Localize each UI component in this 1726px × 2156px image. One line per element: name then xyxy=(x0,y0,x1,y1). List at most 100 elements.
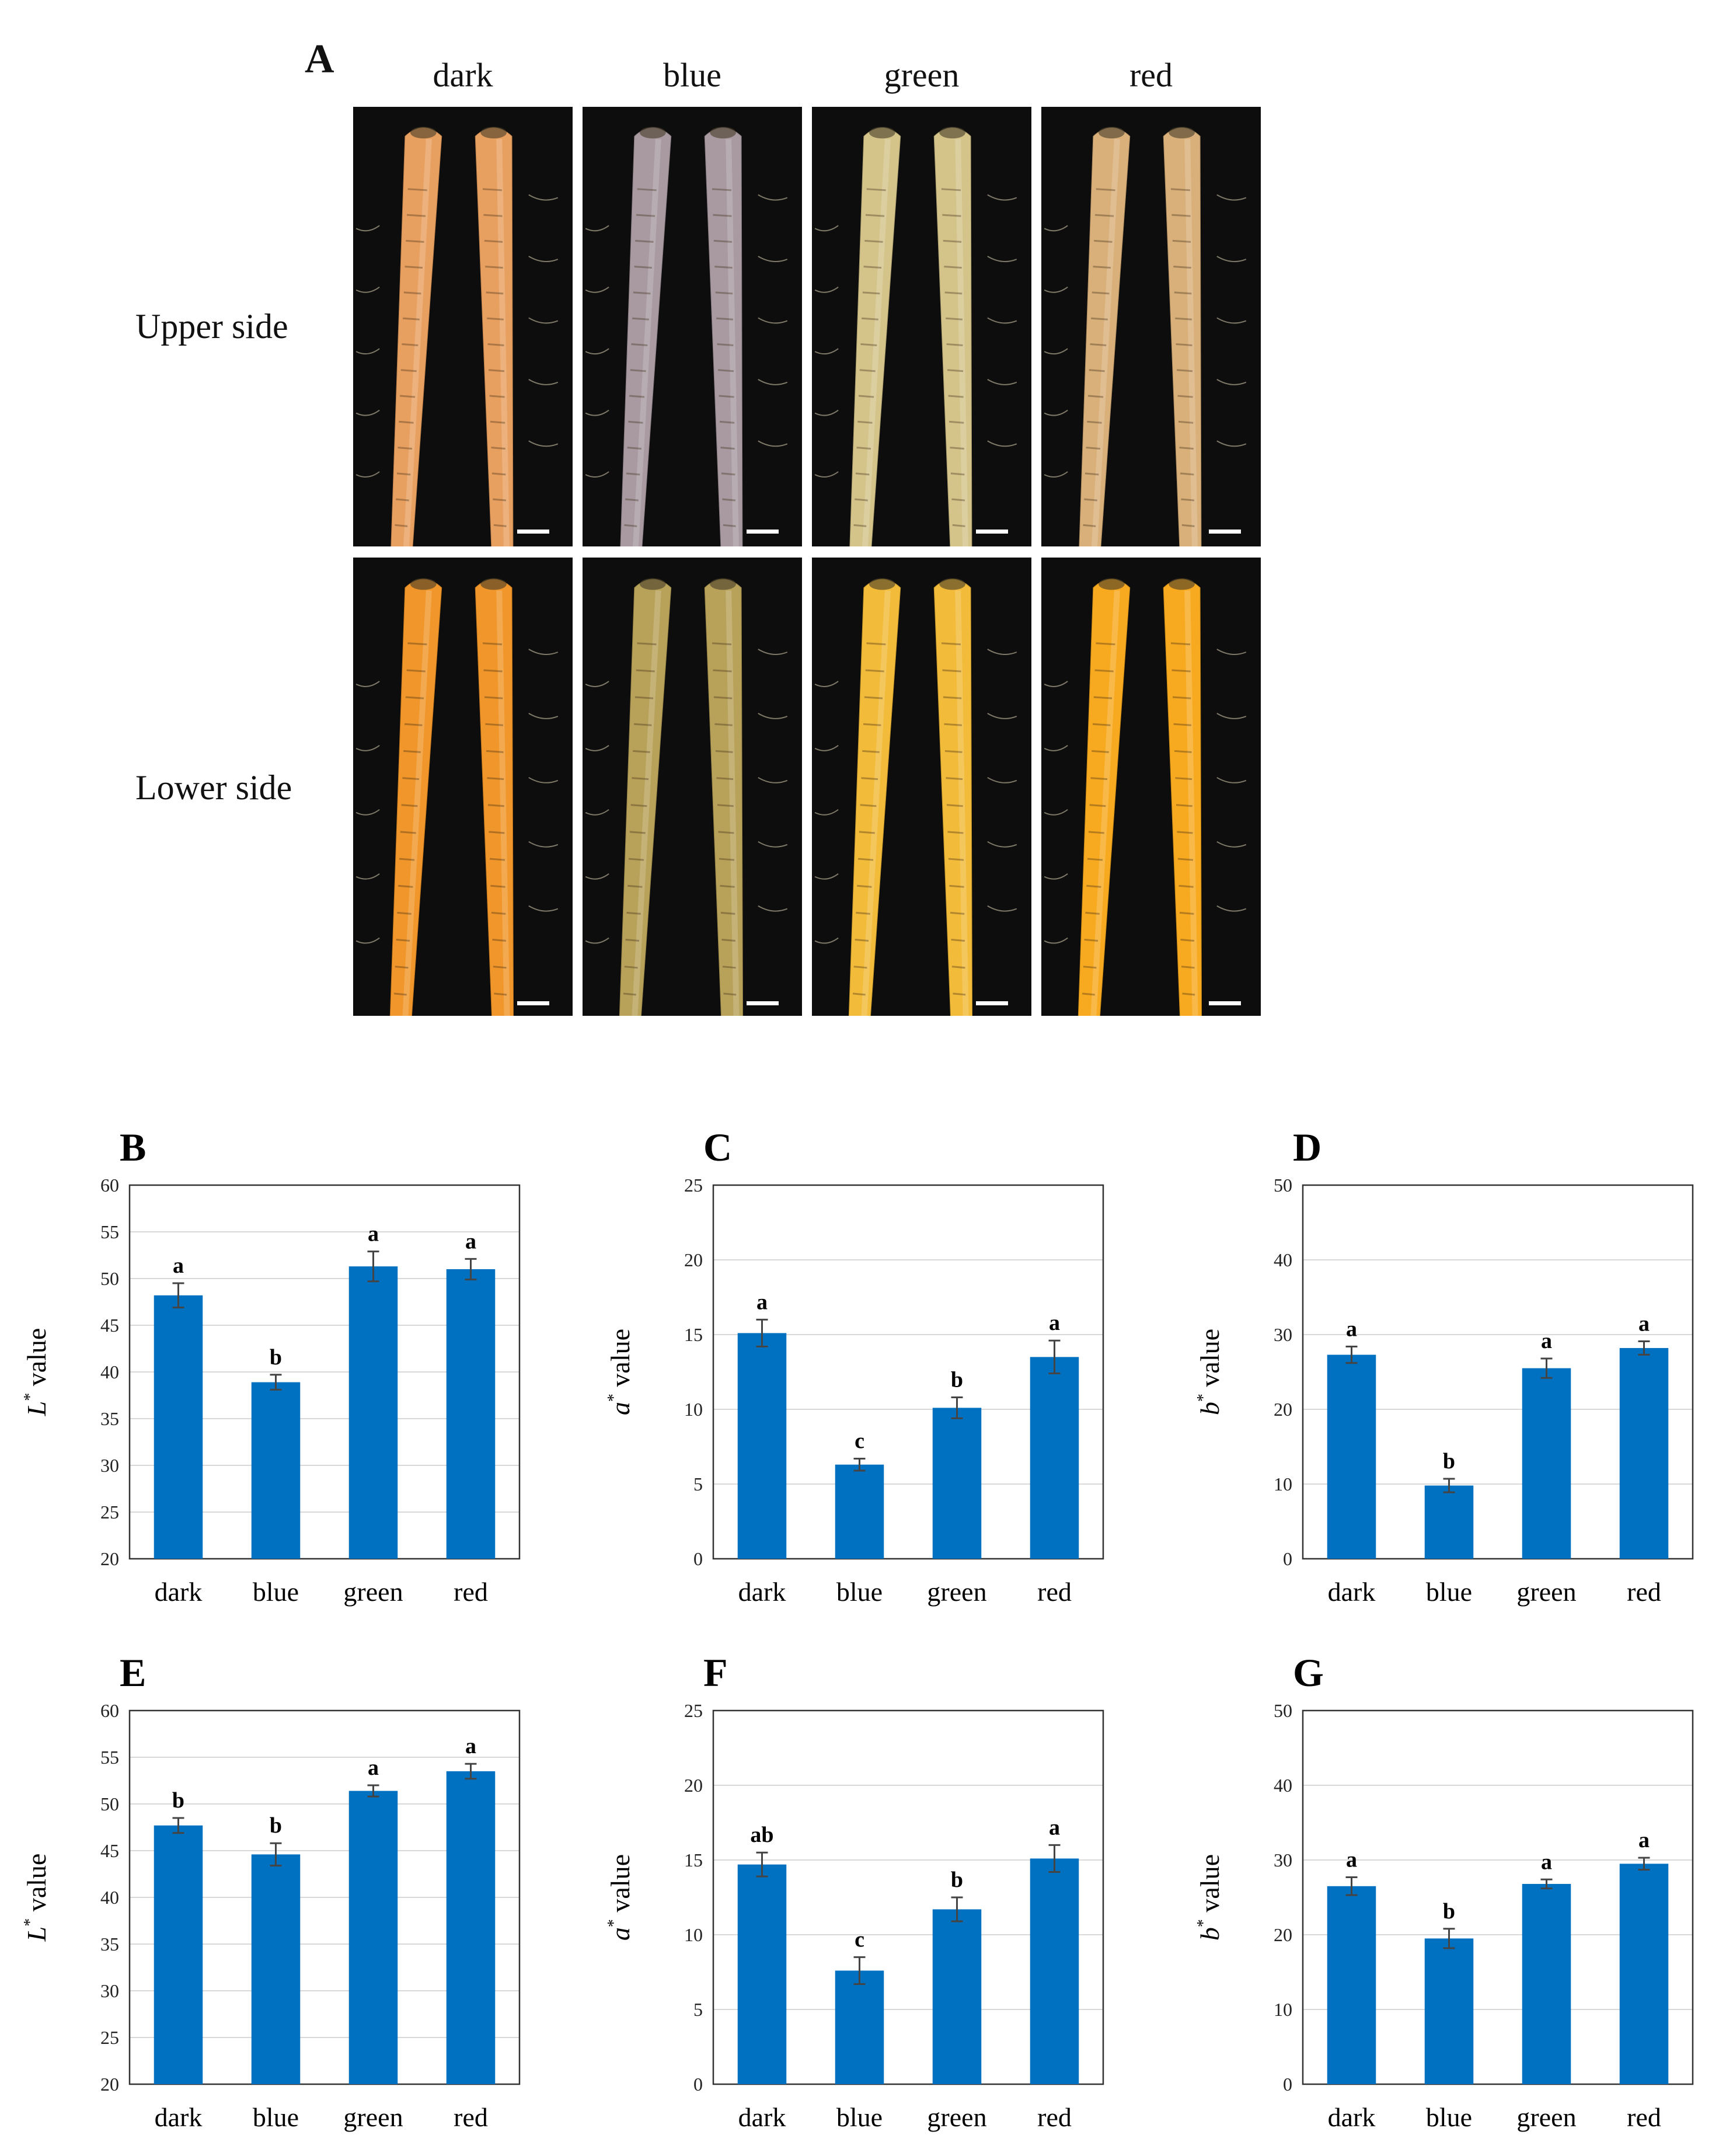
carrot-ring-mark xyxy=(1087,420,1102,424)
carrot-crown xyxy=(410,578,437,590)
y-tick-label: 45 xyxy=(100,1315,119,1336)
bar-green xyxy=(348,1266,398,1559)
column-label-blue: blue xyxy=(663,56,721,94)
carrot-ring-mark xyxy=(636,669,655,673)
root-hair xyxy=(528,841,559,848)
carrot-ring-mark xyxy=(632,317,649,321)
carrot-ring-mark xyxy=(1176,343,1192,346)
carrot-ring-mark xyxy=(856,911,870,915)
carrot-ring-mark xyxy=(403,750,421,753)
y-axis-label: L* value xyxy=(21,1328,51,1417)
carrot-ring-mark xyxy=(944,750,963,753)
chart-g: G 0 10 20 30 40 50 b* value a dark b blue a green a red xyxy=(1173,1650,1722,2148)
significance-letter: a xyxy=(1346,1847,1357,1872)
carrot-ring-mark xyxy=(853,524,867,527)
carrot-ring-mark xyxy=(1174,291,1192,295)
carrot-ring-mark xyxy=(1096,642,1115,646)
carrot-highlight xyxy=(403,138,432,546)
carrot-ring-mark xyxy=(625,498,639,501)
bar-green xyxy=(932,1909,982,2084)
root-hair xyxy=(585,681,609,687)
x-tick-label: dark xyxy=(1328,2102,1376,2132)
y-tick-label: 20 xyxy=(1274,1399,1292,1420)
y-tick-label: 0 xyxy=(693,1548,703,1569)
root-hair xyxy=(355,745,380,751)
carrot-ring-mark xyxy=(632,777,649,781)
carrot-ring-mark xyxy=(487,343,504,346)
carrot-ring-mark xyxy=(493,524,507,527)
carrot-ring-mark xyxy=(720,884,735,888)
panel-e-letter: E xyxy=(120,1650,146,1695)
carrot-ring-mark xyxy=(625,939,640,942)
y-tick-label: 20 xyxy=(100,2074,119,2095)
carrot-ring-mark xyxy=(715,750,733,753)
y-axis-label: L* value xyxy=(21,1854,51,1942)
carrot-illustration xyxy=(585,578,788,1016)
carrot-highlight xyxy=(496,139,510,546)
carrot-ring-mark xyxy=(402,343,419,346)
root-hair xyxy=(528,440,559,447)
root-hair xyxy=(1044,809,1068,816)
y-tick-label: 20 xyxy=(684,1249,703,1270)
chart-e: E 20 25 30 35 40 45 50 55 60 L* value b dark b blue a gr… xyxy=(0,1650,549,2148)
carrot-ring-mark xyxy=(1170,188,1190,191)
carrot-crown xyxy=(869,578,895,590)
carrot-ring-mark xyxy=(1084,498,1097,501)
root-hair xyxy=(585,937,609,944)
carrot-ring-mark xyxy=(402,777,420,781)
bar-dark xyxy=(737,1864,787,2084)
carrot-ring-mark xyxy=(1089,369,1105,372)
carrot-ring-mark xyxy=(723,992,737,996)
carrot-ring-mark xyxy=(633,291,651,295)
carrot-illustration xyxy=(355,127,559,546)
y-tick-label: 35 xyxy=(100,1408,119,1429)
bar-blue xyxy=(835,1970,884,2084)
bar-dark xyxy=(154,1825,203,2084)
bar-dark xyxy=(737,1333,787,1559)
carrot-ring-mark xyxy=(860,804,877,807)
carrot-ring-mark xyxy=(631,343,648,346)
carrot-ring-mark xyxy=(406,214,426,217)
carrot-ring-mark xyxy=(722,498,736,501)
root-hair xyxy=(528,317,559,324)
significance-letter: a xyxy=(1638,1312,1650,1336)
carrot-ring-mark xyxy=(1093,696,1113,699)
plot-frame xyxy=(712,1709,1104,2085)
root-hair xyxy=(1044,471,1068,478)
carrot-ring-mark xyxy=(863,266,882,269)
carrot-ring-mark xyxy=(720,911,735,915)
root-hair xyxy=(585,348,609,355)
chart-g-svg: G 0 10 20 30 40 50 b* value a dark b blue a green a red xyxy=(1194,1650,1694,2132)
y-tick-label: 25 xyxy=(100,1502,119,1523)
carrot-ring-mark xyxy=(400,831,416,834)
carrot-ring-mark xyxy=(1177,858,1194,861)
carrot-ring-mark xyxy=(1087,395,1104,398)
chart-e-svg: E 20 25 30 35 40 45 50 55 60 L* value b dark b blue a gr… xyxy=(21,1650,521,2132)
carrot-ring-mark xyxy=(714,266,733,269)
x-tick-label: dark xyxy=(738,2102,786,2132)
x-tick-label: green xyxy=(927,2102,986,2132)
carrot-ring-mark xyxy=(718,831,734,834)
carrot-ring-mark xyxy=(1090,777,1108,781)
significance-letter: b xyxy=(270,1345,282,1370)
carrot-ring-mark xyxy=(492,939,507,942)
x-tick-label: red xyxy=(1627,1577,1661,1607)
carrot-ring-mark xyxy=(628,420,643,424)
y-tick-label: 25 xyxy=(684,1700,703,1721)
photo-lower-red xyxy=(1041,558,1261,1016)
carrot-ring-mark xyxy=(404,723,423,726)
carrot-ring-mark xyxy=(1084,939,1099,942)
carrot-ring-mark xyxy=(942,669,961,673)
root-hair xyxy=(987,317,1017,324)
root-hair xyxy=(585,809,609,816)
carrot-ring-mark xyxy=(953,992,966,996)
root-hair xyxy=(758,905,788,912)
y-tick-label: 60 xyxy=(100,1175,119,1196)
carrot-ring-mark xyxy=(719,395,734,398)
carrot-ring-mark xyxy=(1173,266,1191,269)
significance-letter: a xyxy=(1049,1815,1060,1840)
y-tick-label: 20 xyxy=(100,1548,119,1569)
carrot-illustration xyxy=(355,578,559,1016)
carrot-ring-mark xyxy=(719,420,735,424)
scale-bar xyxy=(1209,530,1241,534)
